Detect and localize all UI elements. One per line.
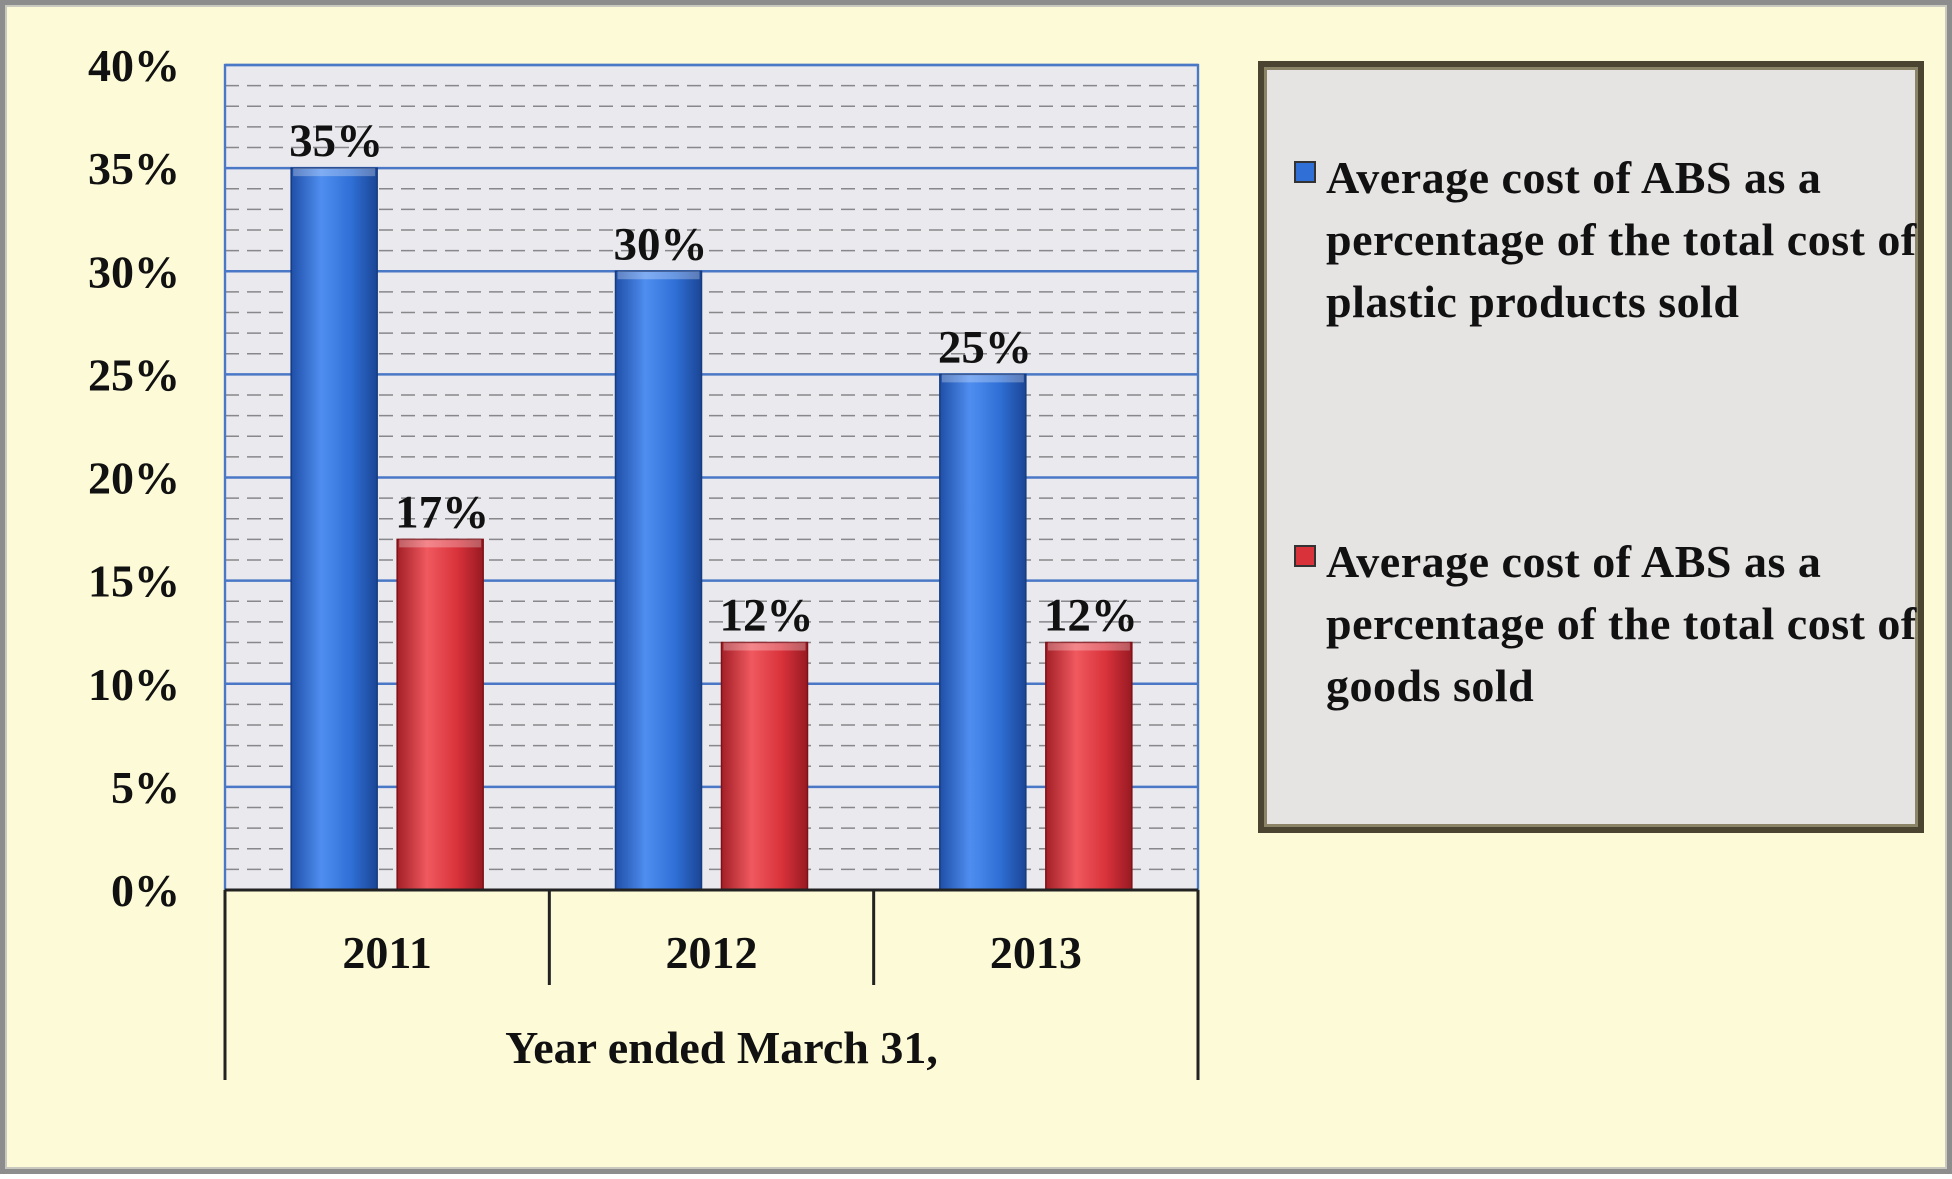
bar-series-1-2011 [290, 167, 378, 891]
bar-series-2-2012 [720, 641, 809, 891]
bar-highlight [399, 539, 482, 548]
bar-highlight [1047, 642, 1130, 651]
y-tick-label: 25% [88, 349, 180, 400]
x-category-label-2012: 2012 [666, 927, 758, 978]
y-tick-label: 10% [88, 659, 180, 710]
bar-highlight [617, 271, 700, 280]
legend-swatch-series-1 [1294, 161, 1316, 183]
y-tick-label: 20% [88, 453, 180, 504]
y-tick-label: 30% [88, 246, 180, 297]
bar-highlight [723, 642, 806, 651]
y-tick-label: 15% [88, 556, 180, 607]
x-category-label-2013: 2013 [990, 927, 1082, 978]
legend: Average cost of ABS as a percentage of t… [1258, 61, 1924, 833]
legend-label-series-2: Average cost of ABS as a percentage of t… [1326, 536, 1917, 711]
bar-series-2-2011 [396, 538, 484, 891]
data-label-series-1-2013: 25% [938, 321, 1032, 373]
y-tick-label: 5% [111, 762, 180, 813]
data-label-series-2-2013: 12% [1044, 590, 1138, 642]
bar-series-1-2012 [614, 270, 703, 891]
bar-chart: 35% 30% 25% 17% 12% 12% 0% 5% 10% 15% 20% 25% 30% 35… [88, 40, 1200, 1080]
data-label-series-1-2011: 35% [289, 115, 383, 167]
bar-highlight [941, 374, 1024, 383]
bar-series-2-2013 [1045, 641, 1133, 891]
y-tick-label: 35% [88, 143, 180, 194]
x-axis-title: Year ended March 31, [505, 1022, 938, 1073]
x-category-label-2011: 2011 [342, 927, 431, 978]
data-label-series-2-2012: 12% [720, 590, 814, 642]
y-tick-label: 40% [88, 40, 180, 91]
legend-label-series-1: Average cost of ABS as a percentage of t… [1326, 152, 1917, 327]
legend-swatch-series-2 [1294, 545, 1316, 567]
y-tick-label: 0% [111, 865, 180, 916]
bar-highlight [293, 168, 376, 177]
data-label-series-1-2012: 30% [614, 218, 708, 270]
bar-series-1-2013 [939, 373, 1027, 891]
data-label-series-2-2011: 17% [395, 486, 489, 538]
